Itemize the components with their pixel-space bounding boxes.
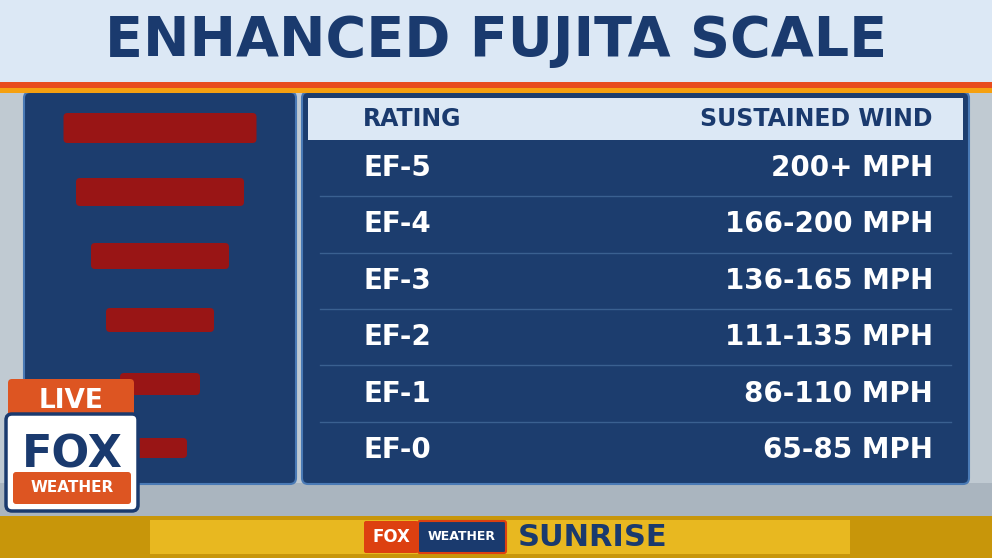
FancyBboxPatch shape bbox=[13, 472, 131, 504]
Text: 136-165 MPH: 136-165 MPH bbox=[725, 267, 933, 295]
Text: WEATHER: WEATHER bbox=[31, 480, 114, 496]
Text: EF-4: EF-4 bbox=[363, 210, 431, 238]
FancyBboxPatch shape bbox=[24, 92, 296, 484]
FancyBboxPatch shape bbox=[302, 92, 969, 484]
Bar bbox=[0, 516, 992, 558]
Bar bbox=[308, 98, 963, 140]
Bar bbox=[0, 0, 992, 82]
Text: SUSTAINED WIND: SUSTAINED WIND bbox=[700, 107, 933, 131]
FancyBboxPatch shape bbox=[120, 373, 200, 395]
Text: ENHANCED FUJITA SCALE: ENHANCED FUJITA SCALE bbox=[105, 14, 887, 68]
Text: EF-5: EF-5 bbox=[363, 154, 431, 182]
FancyBboxPatch shape bbox=[63, 113, 257, 143]
FancyBboxPatch shape bbox=[8, 379, 134, 423]
Text: EF-0: EF-0 bbox=[363, 436, 431, 464]
FancyBboxPatch shape bbox=[106, 308, 214, 332]
Text: EF-1: EF-1 bbox=[363, 379, 431, 407]
Text: EF-2: EF-2 bbox=[363, 323, 431, 351]
Text: 166-200 MPH: 166-200 MPH bbox=[725, 210, 933, 238]
Text: 65-85 MPH: 65-85 MPH bbox=[763, 436, 933, 464]
Text: RATING: RATING bbox=[363, 107, 461, 131]
Text: SUNRISE: SUNRISE bbox=[518, 522, 668, 551]
FancyBboxPatch shape bbox=[76, 178, 244, 206]
Bar bbox=[0, 88, 992, 93]
FancyBboxPatch shape bbox=[6, 414, 138, 511]
Text: 111-135 MPH: 111-135 MPH bbox=[725, 323, 933, 351]
Text: 200+ MPH: 200+ MPH bbox=[771, 154, 933, 182]
Text: 86-110 MPH: 86-110 MPH bbox=[744, 379, 933, 407]
Text: FOX: FOX bbox=[22, 433, 122, 476]
Text: WEATHER: WEATHER bbox=[428, 531, 496, 543]
FancyBboxPatch shape bbox=[91, 243, 229, 269]
Text: EF-3: EF-3 bbox=[363, 267, 431, 295]
Bar bbox=[0, 82, 992, 88]
Text: LIVE: LIVE bbox=[39, 388, 103, 414]
FancyBboxPatch shape bbox=[364, 521, 418, 553]
Bar bbox=[0, 0, 992, 483]
Bar bbox=[150, 520, 850, 554]
FancyBboxPatch shape bbox=[418, 521, 506, 553]
Text: FOX: FOX bbox=[372, 528, 410, 546]
FancyBboxPatch shape bbox=[133, 438, 187, 458]
